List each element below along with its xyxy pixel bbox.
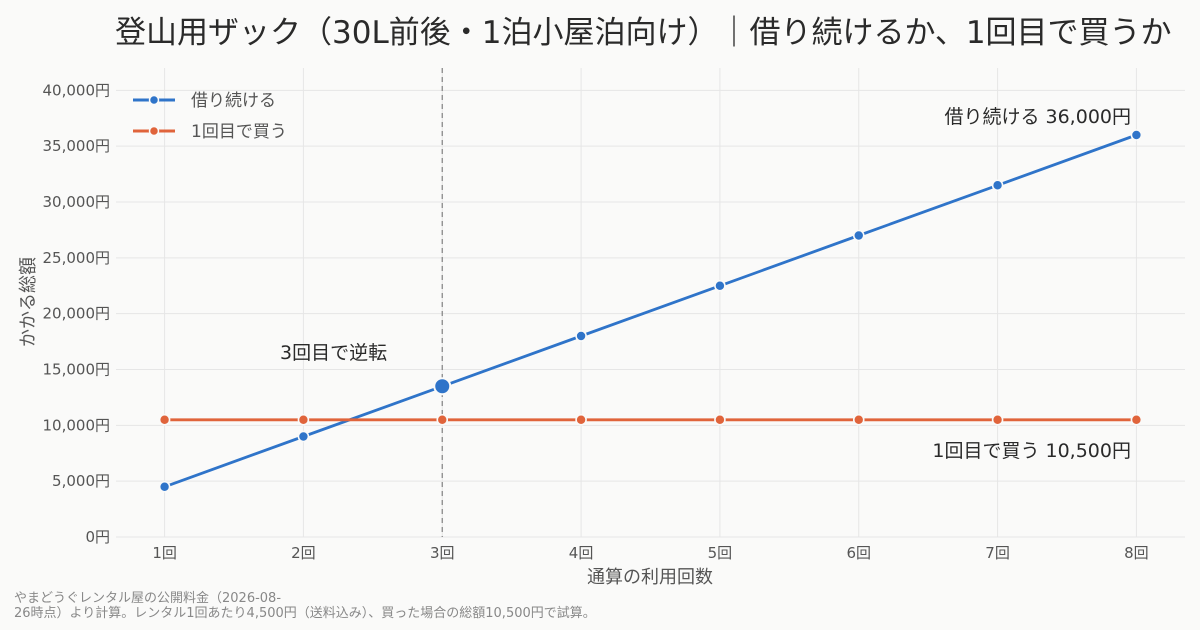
data-point-rent bbox=[714, 279, 726, 292]
y-tick-label: 5,000円 bbox=[52, 472, 110, 490]
y-tick-label: 0円 bbox=[85, 528, 110, 546]
y-tick-label: 30,000円 bbox=[43, 193, 111, 211]
y-axis-label: かかる総額 bbox=[18, 257, 39, 347]
legend-label-rent: 借り続ける bbox=[191, 91, 276, 111]
x-tick-label: 6回 bbox=[846, 544, 871, 562]
data-point-buy bbox=[297, 413, 310, 426]
y-tick-label: 10,000円 bbox=[43, 416, 111, 434]
y-tick-label: 40,000円 bbox=[43, 81, 111, 99]
x-tick-label: 7回 bbox=[985, 544, 1010, 562]
x-tick-label: 1回 bbox=[152, 544, 177, 562]
data-point-rent bbox=[297, 430, 310, 443]
y-tick-label: 20,000円 bbox=[43, 305, 111, 323]
legend: 借り続ける 1回目で買う bbox=[133, 91, 287, 142]
data-point-buy bbox=[1130, 413, 1143, 426]
source-note-line-1: やまどうぐレンタル屋の公開料金（2026-08- bbox=[14, 590, 281, 606]
x-tick-label: 2回 bbox=[291, 544, 316, 562]
y-tick-label: 25,000円 bbox=[43, 249, 111, 267]
data-point-rent bbox=[575, 330, 587, 342]
x-tick-label: 4回 bbox=[569, 544, 594, 562]
series bbox=[158, 129, 1143, 493]
data-point-buy bbox=[158, 413, 171, 426]
source-note-line-2: 26時点）より計算。レンタル1回あたり4,500円（送料込み）、買った場合の総額… bbox=[14, 605, 596, 621]
grid bbox=[116, 68, 1185, 538]
x-axis-ticks: 1回 2回 3回 4回 5回 6回 7回 8回 bbox=[152, 544, 1148, 562]
data-point-buy bbox=[991, 413, 1004, 426]
legend-marker-rent bbox=[148, 94, 160, 106]
crossover-point bbox=[433, 377, 452, 396]
data-point-buy bbox=[575, 413, 587, 426]
crossover-annotation: 3回目で逆転 bbox=[280, 342, 387, 364]
data-point-rent bbox=[852, 229, 865, 242]
series-line-rent bbox=[163, 133, 1138, 489]
legend-label-buy: 1回目で買う bbox=[191, 122, 287, 142]
x-tick-label: 5回 bbox=[708, 544, 733, 562]
end-label-buy: 1回目で買う 10,500円 bbox=[932, 440, 1131, 462]
y-tick-label: 15,000円 bbox=[43, 361, 111, 379]
y-tick-label: 35,000円 bbox=[43, 137, 111, 155]
chart-title: 登山用ザック（30L前後・1泊小屋泊向け）｜借り続けるか、1回目で買うか bbox=[115, 15, 1172, 51]
x-tick-label: 8回 bbox=[1124, 544, 1149, 562]
end-label-rent: 借り続ける 36,000円 bbox=[944, 106, 1131, 128]
x-axis-label: 通算の利用回数 bbox=[587, 567, 713, 588]
data-point-buy bbox=[436, 413, 449, 426]
y-axis-ticks: 0円 5,000円 10,000円 15,000円 20,000円 25,000円 30,0… bbox=[43, 81, 111, 546]
data-point-rent bbox=[158, 480, 171, 493]
data-point-rent bbox=[1130, 129, 1143, 141]
data-point-buy bbox=[852, 413, 865, 426]
legend-marker-buy bbox=[148, 125, 160, 137]
x-tick-label: 3回 bbox=[430, 544, 455, 562]
data-point-rent bbox=[991, 179, 1004, 192]
data-point-buy bbox=[714, 413, 726, 426]
